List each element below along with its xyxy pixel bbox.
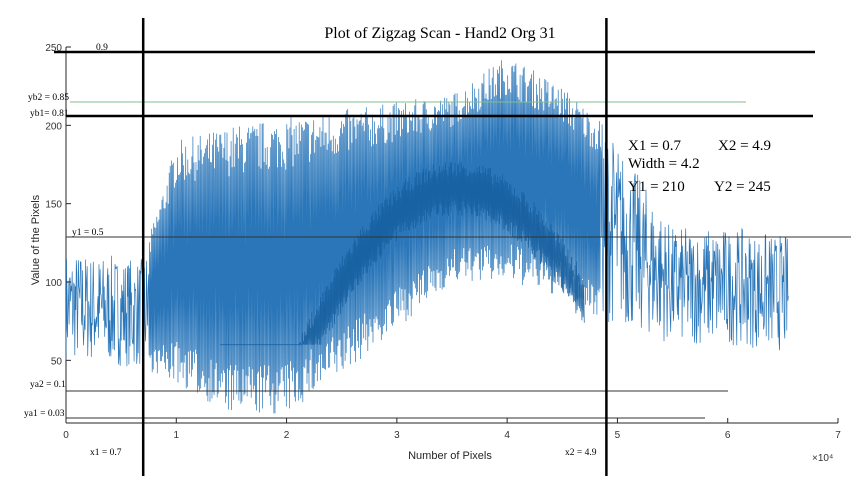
x-tick-label: 3 [394, 430, 400, 441]
x-ticks: 0 1 2 3 4 5 6 7 [63, 418, 841, 441]
x-tick-label: 5 [615, 430, 621, 441]
vline-label: x2 = 4.9 [565, 448, 597, 458]
chart-title: Plot of Zigzag Scan - Hand2 Org 31 [324, 25, 555, 42]
info-y2: Y2 = 245 [714, 179, 771, 195]
info-y1: Y1 = 210 [628, 179, 685, 195]
x-tick-label: 0 [63, 430, 69, 441]
vline-label: x1 = 0.7 [90, 448, 122, 458]
hline-label: y1 = 0.5 [72, 228, 104, 238]
y-ticks: 50 100 150 200 250 [45, 43, 71, 367]
x-tick-label: 4 [504, 430, 510, 441]
y-tick-label: 200 [45, 121, 62, 132]
hline-label: 0.9 [96, 43, 108, 53]
data-series [65, 60, 789, 414]
y-tick-label: 150 [45, 200, 62, 211]
hline-label: yb1= 0.81 [30, 109, 69, 119]
info-x1: X1 = 0.7 [628, 138, 682, 154]
x-tick-label: 6 [725, 430, 731, 441]
x-tick-label: 7 [835, 430, 841, 441]
x-axis-label: Number of Pixels [408, 450, 492, 462]
y-axis-label: Value of the Pixels [30, 194, 42, 285]
info-x2: X2 = 4.9 [718, 138, 771, 154]
y-tick-label: 100 [45, 278, 62, 289]
y-tick-label: 50 [51, 356, 63, 367]
info-width: Width = 4.2 [628, 156, 700, 172]
x-tick-label: 1 [174, 430, 180, 441]
y-tick-label: 250 [45, 43, 62, 54]
x-tick-label: 2 [284, 430, 290, 441]
hline-label: ya2 = 0.1 [30, 380, 66, 390]
series-band [220, 161, 585, 346]
annotation-lines: 0.9 yb2 = 0.85 yb1= 0.81 y1 = 0.5 ya2 = 0.1 y… [24, 18, 851, 476]
hline-label: yb2 = 0.85 [28, 93, 69, 103]
x-multiplier-label: ×10⁴ [812, 453, 833, 464]
series-line [65, 60, 789, 414]
hline-label: ya1 = 0.03 [24, 409, 65, 419]
